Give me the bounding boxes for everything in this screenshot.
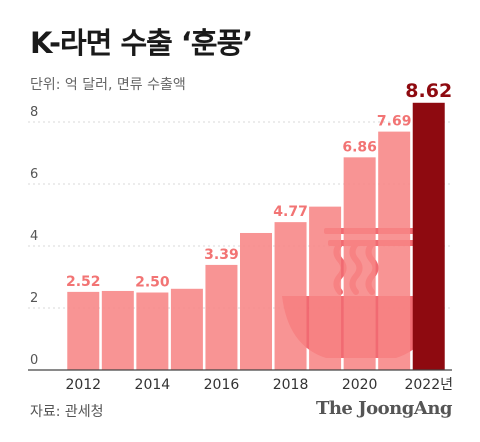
x-tick-label: 2012	[65, 377, 101, 393]
bar	[205, 264, 238, 370]
label-layer: 2.52 2.50 3.39 4.77 6.867.69 8.62	[66, 80, 452, 291]
value-label: 2.50	[135, 275, 170, 291]
bar	[309, 206, 342, 370]
value-label: 7.69	[377, 114, 412, 130]
value-label: 3.39	[204, 247, 239, 263]
bar	[412, 102, 445, 370]
x-tick-label: 2014	[135, 377, 171, 393]
bar	[136, 292, 169, 370]
value-label: 4.77	[273, 204, 308, 220]
bar	[240, 232, 272, 370]
axis-layer: 0 2 4 6 8 2012 2014 2016 2018 2020 2022년	[28, 105, 453, 393]
value-label: 6.86	[342, 139, 377, 155]
chart-title: K-라면 수출 ‘훈풍’	[30, 26, 253, 60]
x-tick-label: 2020	[342, 377, 378, 393]
source-note: 자료: 관세청	[30, 404, 104, 420]
bar	[343, 157, 376, 370]
x-tick-label: 2018	[273, 377, 309, 393]
y-tick-label: 8	[30, 105, 38, 120]
bar	[67, 291, 100, 370]
brand-logo: The JoongAng	[315, 398, 453, 419]
bar	[170, 288, 203, 370]
y-tick-label: 6	[30, 167, 38, 182]
x-tick-label: 2016	[204, 377, 240, 393]
value-label: 8.62	[405, 80, 452, 102]
bar	[101, 290, 134, 370]
x-tick-label: 2022년	[404, 377, 453, 393]
bar	[274, 222, 307, 370]
unit-note: 단위: 억 달러, 면류 수출액	[30, 77, 186, 93]
value-label: 2.52	[66, 274, 101, 290]
y-tick-label: 2	[30, 291, 38, 306]
y-tick-label: 4	[30, 229, 38, 244]
bar-layer	[67, 102, 445, 370]
bar	[378, 131, 411, 370]
y-tick-label: 0	[30, 353, 38, 368]
